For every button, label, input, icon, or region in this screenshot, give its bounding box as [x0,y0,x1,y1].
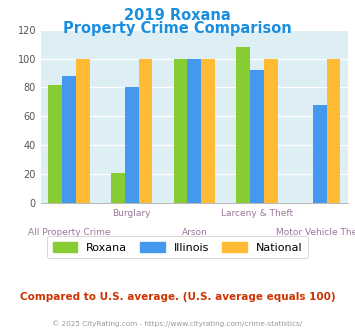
Bar [201,59,215,203]
Text: Compared to U.S. average. (U.S. average equals 100): Compared to U.S. average. (U.S. average … [20,292,335,302]
Bar [76,59,90,203]
Legend: Roxana, Illinois, National: Roxana, Illinois, National [47,236,308,258]
Text: © 2025 CityRating.com - https://www.cityrating.com/crime-statistics/: © 2025 CityRating.com - https://www.city… [53,320,302,327]
Text: Motor Vehicle Theft: Motor Vehicle Theft [276,228,355,237]
Bar [111,173,125,203]
Bar [62,76,76,203]
Bar [125,87,138,203]
Bar [174,59,187,203]
Bar [236,47,250,203]
Text: Property Crime Comparison: Property Crime Comparison [63,21,292,36]
Bar [313,105,327,203]
Bar [138,59,152,203]
Text: All Property Crime: All Property Crime [28,228,110,237]
Bar [264,59,278,203]
Text: Burglary: Burglary [113,209,151,218]
Bar [187,59,201,203]
Bar [48,84,62,203]
Text: Larceny & Theft: Larceny & Theft [221,209,293,218]
Bar [250,70,264,203]
Text: Arson: Arson [181,228,207,237]
Text: 2019 Roxana: 2019 Roxana [124,8,231,23]
Bar [327,59,340,203]
